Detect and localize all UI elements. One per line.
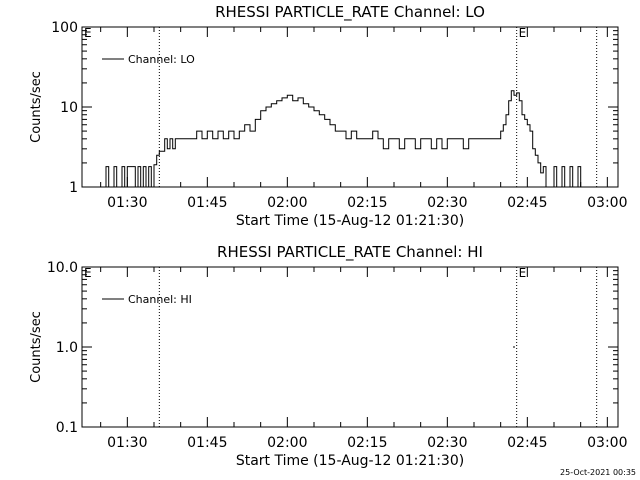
plot-timestamp: 25-Oct-2021 00:35 (560, 468, 636, 477)
plot-frame (81, 266, 619, 428)
x-tick-label: 01:30 (107, 435, 147, 451)
legend-label: Channel: HI (128, 293, 192, 306)
x-tick-label: 02:00 (267, 435, 307, 451)
x-axis-label: Start Time (15-Aug-12 01:21:30) (236, 213, 464, 229)
x-tick-label: 02:30 (427, 435, 467, 451)
x-axis-label: Start Time (15-Aug-12 01:21:30) (236, 453, 464, 469)
x-tick-label: 02:15 (347, 195, 387, 211)
y-tick-label: 10 (60, 100, 78, 116)
x-tick-label: 02:45 (507, 195, 547, 211)
panel-lo: RHESSI PARTICLE_RATE Channel: LO Start Ti… (29, 3, 628, 229)
x-tick-label: 02:00 (267, 195, 307, 211)
legend-label: Channel: LO (128, 53, 195, 66)
y-tick-label: 1.0 (56, 340, 78, 356)
event-marker-label: E (519, 266, 527, 280)
y-tick-label: 10.0 (47, 260, 78, 276)
x-tick-label: 01:45 (187, 435, 227, 451)
series-line (105, 90, 584, 187)
event-marker-label: E (84, 266, 92, 280)
event-marker-label: E (84, 26, 92, 40)
series-0 (105, 90, 584, 187)
panel-hi: RHESSI PARTICLE_RATE Channel: HI Start Ti… (29, 243, 628, 469)
x-tick-label: 02:30 (427, 195, 467, 211)
y-axis-label: Counts/sec (29, 311, 44, 383)
y-tick-label: 0.1 (56, 420, 78, 436)
x-tick-label: 02:15 (347, 435, 387, 451)
chart-title: RHESSI PARTICLE_RATE Channel: HI (217, 243, 483, 262)
x-tick-label: 03:00 (587, 435, 627, 451)
x-tick-label: 01:30 (107, 195, 147, 211)
y-tick-label: 100 (51, 20, 78, 36)
x-tick-label: 01:45 (187, 195, 227, 211)
event-marker-label: E (519, 26, 527, 40)
chart-title: RHESSI PARTICLE_RATE Channel: LO (215, 3, 485, 22)
y-axis-label: Counts/sec (29, 71, 44, 143)
y-tick-label: 1 (69, 180, 78, 196)
x-tick-label: 02:45 (507, 435, 547, 451)
x-tick-label: 03:00 (587, 195, 627, 211)
